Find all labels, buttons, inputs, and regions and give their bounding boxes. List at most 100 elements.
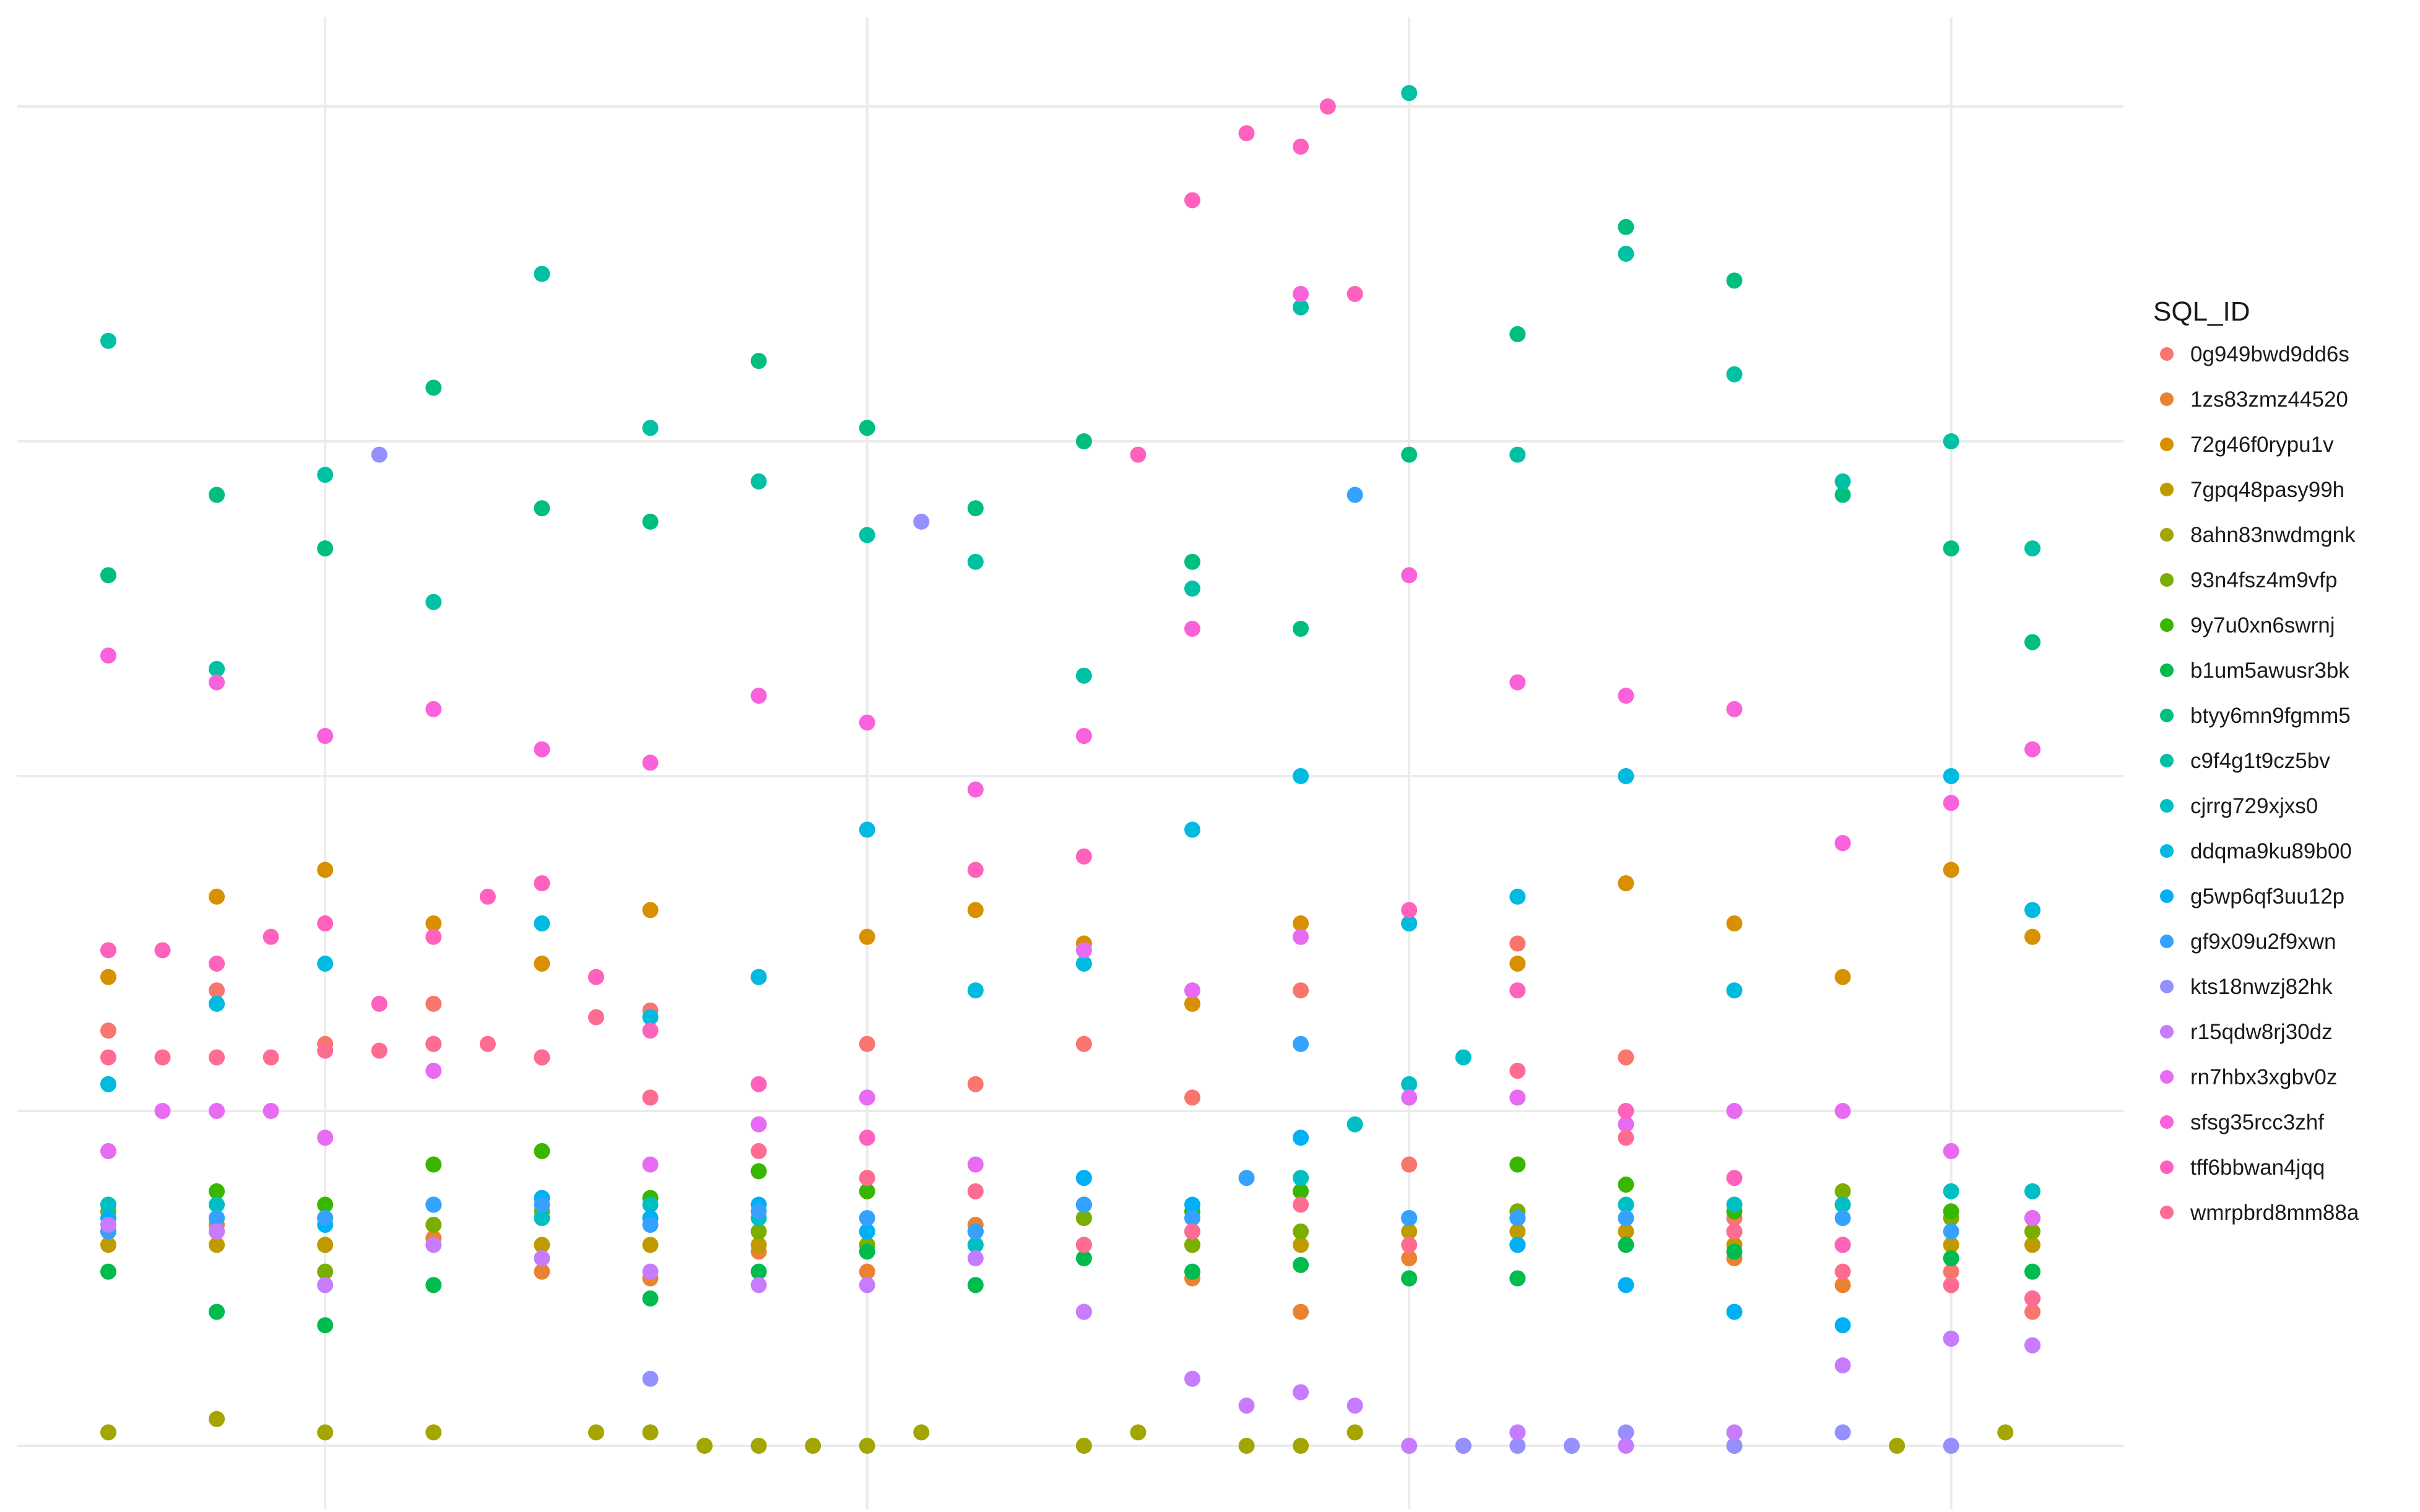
data-point <box>1293 915 1309 932</box>
data-point <box>209 674 225 691</box>
data-point <box>100 1143 116 1159</box>
data-point <box>534 500 550 517</box>
legend-key <box>2160 528 2174 542</box>
data-point <box>1293 1303 1309 1320</box>
data-point <box>642 1263 659 1280</box>
legend-label: 9y7u0xn6swrnj <box>2190 613 2335 637</box>
data-point <box>642 1196 659 1213</box>
series-wmrpbrd8mm88a <box>100 1009 2041 1307</box>
data-point <box>317 540 334 557</box>
data-point <box>859 1277 875 1294</box>
data-point <box>1943 1277 1959 1294</box>
data-point <box>1726 1223 1743 1240</box>
data-point <box>2024 1237 2041 1253</box>
data-point <box>1293 285 1309 302</box>
data-point <box>1238 1398 1255 1414</box>
data-point <box>317 1130 334 1146</box>
data-point <box>1509 935 1526 952</box>
data-point <box>967 1183 984 1199</box>
data-point <box>859 1089 875 1106</box>
data-point <box>262 928 279 945</box>
legend-label: 1zs83zmz44520 <box>2190 387 2348 412</box>
data-point <box>1184 620 1200 637</box>
data-point <box>371 995 388 1012</box>
data-point <box>1184 1237 1200 1253</box>
data-point <box>642 1022 659 1039</box>
data-point <box>1130 446 1147 463</box>
data-point <box>1075 667 1092 684</box>
data-point <box>642 513 659 530</box>
data-point <box>588 1424 604 1441</box>
legend-title: SQL_ID <box>2153 296 2250 327</box>
data-point <box>859 420 875 436</box>
data-point <box>750 688 767 704</box>
data-point <box>534 1196 550 1213</box>
data-point <box>371 1042 388 1059</box>
data-point <box>317 1237 334 1253</box>
data-point <box>1509 1210 1526 1227</box>
data-point <box>1293 299 1309 316</box>
points-layer <box>100 85 2041 1454</box>
legend-key <box>2160 1160 2174 1174</box>
data-point <box>1618 1438 1634 1454</box>
data-point <box>1726 1303 1743 1320</box>
series-sfsg35rcc3zhf <box>100 285 2041 852</box>
data-point <box>1319 98 1336 114</box>
legend-key <box>2160 889 2174 903</box>
legend-key <box>2160 799 2174 813</box>
data-point <box>750 353 767 369</box>
legend-label: g5wp6qf3uu12p <box>2190 884 2344 909</box>
data-point <box>317 728 334 745</box>
data-point <box>425 1063 442 1079</box>
data-point <box>317 862 334 878</box>
data-point <box>859 1223 875 1240</box>
data-point <box>1509 1156 1526 1173</box>
data-point <box>1401 85 1418 102</box>
data-point <box>2024 1210 2041 1227</box>
data-point <box>100 1216 116 1233</box>
legend-label: 7gpq48pasy99h <box>2190 478 2344 502</box>
data-point <box>642 1290 659 1307</box>
data-point <box>317 1210 334 1227</box>
data-point <box>1726 915 1743 932</box>
data-point <box>1509 1438 1526 1454</box>
data-point <box>1184 1223 1200 1240</box>
data-point <box>1509 1089 1526 1106</box>
data-point <box>642 1009 659 1026</box>
data-point <box>2024 540 2041 557</box>
data-point <box>2024 928 2041 945</box>
data-point <box>209 1103 225 1119</box>
data-point <box>100 1263 116 1280</box>
data-point <box>1834 1196 1851 1213</box>
legend-label: 93n4fsz4m9vfp <box>2190 568 2337 592</box>
data-point <box>859 714 875 731</box>
data-point <box>859 1263 875 1280</box>
data-point <box>1618 1103 1634 1119</box>
legend-label: r15qdw8rj30dz <box>2190 1020 2333 1044</box>
data-point <box>1618 688 1634 704</box>
data-point <box>100 1424 116 1441</box>
data-point <box>967 1250 984 1267</box>
data-point <box>425 1035 442 1052</box>
data-point <box>1401 446 1418 463</box>
data-point <box>1293 1237 1309 1253</box>
data-point <box>425 594 442 610</box>
data-point <box>1726 1424 1743 1441</box>
grid-layer <box>17 17 2123 1510</box>
data-point <box>1834 1357 1851 1374</box>
data-point <box>859 1243 875 1260</box>
data-point <box>1726 1243 1743 1260</box>
data-point <box>1943 1263 1959 1280</box>
series-tff6bbwan4jqq <box>100 98 2041 1307</box>
data-point <box>1347 1116 1363 1133</box>
data-point <box>100 969 116 985</box>
legend-label: c9f4g1t9cz5bv <box>2190 749 2330 773</box>
data-point <box>1455 1049 1472 1066</box>
data-point <box>642 754 659 771</box>
data-point <box>2024 1263 2041 1280</box>
data-point <box>1184 1196 1200 1213</box>
data-point <box>1075 1170 1092 1186</box>
data-point <box>534 1250 550 1267</box>
data-point <box>1943 1330 1959 1347</box>
data-point <box>1834 1277 1851 1294</box>
